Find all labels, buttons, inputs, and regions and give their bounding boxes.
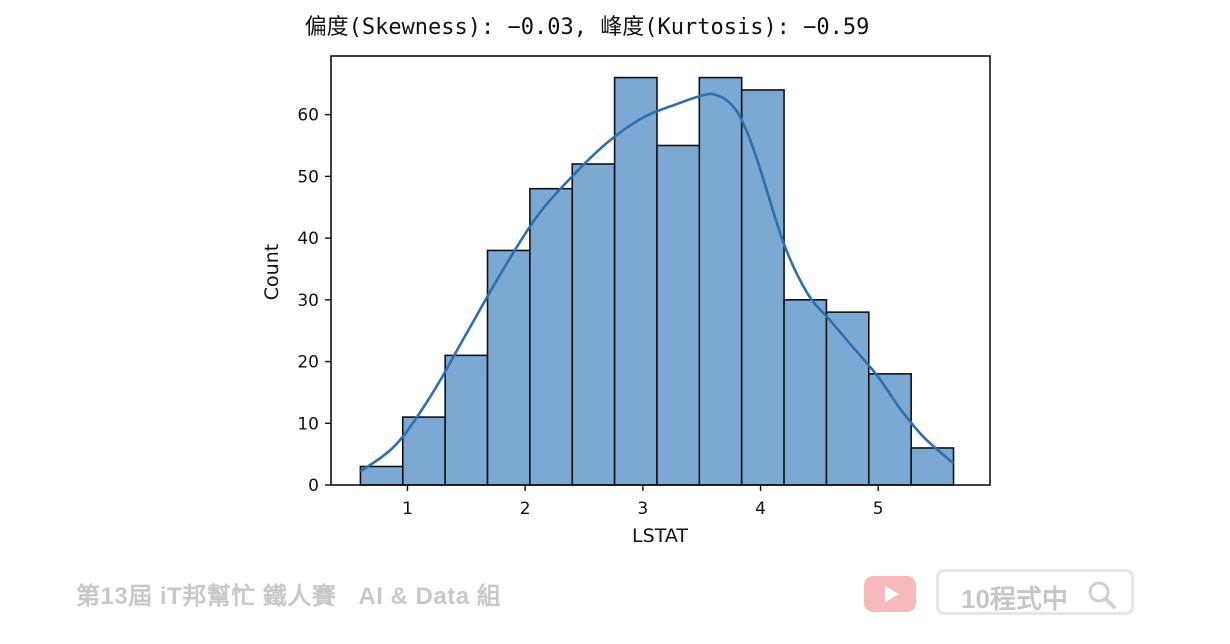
bars-layer [359, 76, 955, 486]
histogram-bar [529, 187, 574, 486]
group-text: AI & Data 組 [358, 583, 502, 610]
y-tick-label: 0 [308, 476, 319, 496]
y-tick-label: 20 [297, 353, 319, 373]
search-box[interactable]: 10程式中 [936, 569, 1134, 615]
event-banner: 第13屆 iT邦幫忙 鐵人賽 AI & Data 組 [76, 576, 501, 611]
magnifier-icon[interactable] [1087, 580, 1117, 610]
y-axis-label: Count [261, 244, 283, 300]
x-axis-label: LSTAT [632, 525, 688, 547]
y-tick-label: 50 [297, 167, 319, 187]
kde-curve [359, 92, 955, 473]
y-tick-label: 10 [297, 414, 319, 434]
histogram-bar [613, 76, 658, 486]
y-tick-label: 60 [297, 106, 319, 126]
x-axis-ticks: 1 2 3 4 5 [402, 485, 884, 519]
histogram-bar [656, 144, 701, 486]
search-text: 10程式中 [961, 584, 1068, 614]
x-tick-label: 2 [520, 499, 531, 519]
x-tick-label: 1 [402, 499, 413, 519]
y-axis-ticks: 0 10 20 30 40 50 60 [297, 106, 331, 496]
histogram-chart: 偏度(Skewness): −0.03, 峰度(Kurtosis): −0.59… [261, 15, 991, 547]
chart-title: 偏度(Skewness): −0.03, 峰度(Kurtosis): −0.59 [305, 15, 870, 40]
histogram-bar [359, 465, 404, 486]
histogram-bar [444, 354, 489, 486]
y-tick-label: 40 [297, 229, 319, 249]
x-tick-label: 3 [637, 499, 648, 519]
histogram-bar [867, 373, 912, 486]
y-tick-label: 30 [297, 291, 319, 311]
axes-frame [330, 55, 991, 486]
x-tick-label: 5 [873, 499, 884, 519]
histogram-bar [740, 89, 785, 486]
youtube-icon[interactable] [864, 576, 916, 612]
histogram-bar [825, 311, 870, 486]
histogram-bar [486, 249, 531, 486]
histogram-bar [698, 76, 743, 486]
histogram-bar [571, 163, 616, 486]
histogram-bar [783, 299, 828, 486]
x-tick-label: 4 [755, 499, 766, 519]
histogram-bar [910, 447, 955, 486]
event-text: 第13屆 iT邦幫忙 鐵人賽 [76, 583, 337, 610]
